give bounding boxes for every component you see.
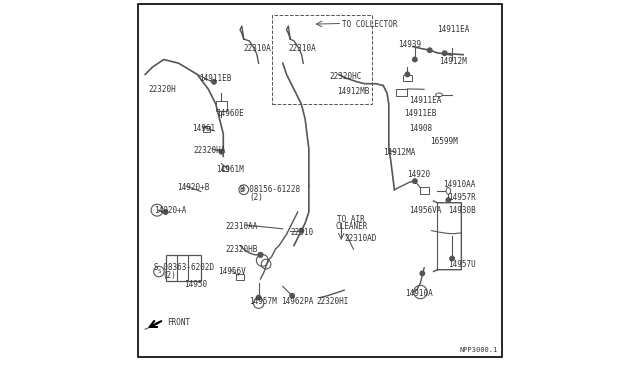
Text: 22310AD: 22310AD <box>344 234 376 243</box>
Text: 14920: 14920 <box>408 170 431 179</box>
Text: 14910A: 14910A <box>406 289 433 298</box>
Circle shape <box>405 72 410 77</box>
Circle shape <box>299 228 303 233</box>
Text: CLEANER: CLEANER <box>336 222 369 231</box>
Text: (2): (2) <box>162 271 176 280</box>
Text: 22320HB: 22320HB <box>225 245 257 254</box>
Text: 14957U: 14957U <box>449 260 476 269</box>
Circle shape <box>212 80 216 84</box>
Text: 22320H: 22320H <box>149 85 177 94</box>
Bar <box>166 255 201 281</box>
Bar <box>216 101 227 111</box>
Text: 14961: 14961 <box>191 124 215 133</box>
Text: FRONT: FRONT <box>168 318 191 327</box>
Text: 22310: 22310 <box>291 228 314 237</box>
Text: 14930B: 14930B <box>449 206 476 215</box>
Text: B 08156-61228: B 08156-61228 <box>240 185 300 194</box>
Circle shape <box>219 150 223 154</box>
Text: 22310AA: 22310AA <box>225 222 257 231</box>
Circle shape <box>442 51 447 55</box>
Circle shape <box>420 271 424 276</box>
Text: 14939: 14939 <box>398 40 421 49</box>
Text: S 08363-6202D: S 08363-6202D <box>154 263 214 272</box>
Text: 14912M: 14912M <box>439 57 467 66</box>
Text: 22310A: 22310A <box>289 44 316 53</box>
Text: 14920+A: 14920+A <box>154 206 187 215</box>
Text: 22320HI: 22320HI <box>316 297 349 306</box>
Text: 14911EB: 14911EB <box>404 109 436 118</box>
Circle shape <box>450 256 454 261</box>
Text: 14956VA: 14956VA <box>410 206 442 215</box>
Text: 16599M: 16599M <box>429 137 458 146</box>
Circle shape <box>428 48 432 52</box>
Text: 14910AA: 14910AA <box>443 180 475 189</box>
Text: 14920+B: 14920+B <box>177 183 209 192</box>
Text: 22320HA: 22320HA <box>193 146 226 155</box>
Bar <box>222 166 228 170</box>
Circle shape <box>413 179 417 183</box>
Text: 14961M: 14961M <box>216 165 244 174</box>
Bar <box>236 274 244 280</box>
Text: 22310A: 22310A <box>244 44 271 53</box>
Circle shape <box>163 210 168 214</box>
Bar <box>203 126 210 132</box>
Text: 14956V: 14956V <box>218 267 246 276</box>
Text: 14911EA: 14911EA <box>410 96 442 105</box>
Bar <box>419 187 429 194</box>
Text: 14957R: 14957R <box>449 193 476 202</box>
Circle shape <box>290 294 294 298</box>
Text: 14950: 14950 <box>184 280 207 289</box>
Bar <box>396 89 408 96</box>
Circle shape <box>257 295 261 300</box>
Text: 14912MA: 14912MA <box>383 148 415 157</box>
Text: 14962PA: 14962PA <box>281 297 314 306</box>
Text: B: B <box>242 187 246 192</box>
Bar <box>271 15 372 104</box>
Text: NPP3000.1: NPP3000.1 <box>460 347 498 353</box>
Text: 14960E: 14960E <box>216 109 244 118</box>
Text: TO COLLECTOR: TO COLLECTOR <box>342 20 398 29</box>
Bar <box>403 75 412 81</box>
Circle shape <box>259 253 262 257</box>
Text: 14911EA: 14911EA <box>437 25 470 34</box>
Text: TO AIR: TO AIR <box>337 215 365 224</box>
Circle shape <box>259 253 262 257</box>
Circle shape <box>446 198 451 202</box>
Circle shape <box>413 57 417 62</box>
Text: 14957M: 14957M <box>250 297 277 306</box>
Text: 14912MB: 14912MB <box>337 87 369 96</box>
Text: 14911EB: 14911EB <box>199 74 232 83</box>
Text: (2): (2) <box>250 193 263 202</box>
Text: 14908: 14908 <box>410 124 433 133</box>
Text: 22320HC: 22320HC <box>330 72 362 81</box>
Text: S: S <box>157 269 161 274</box>
